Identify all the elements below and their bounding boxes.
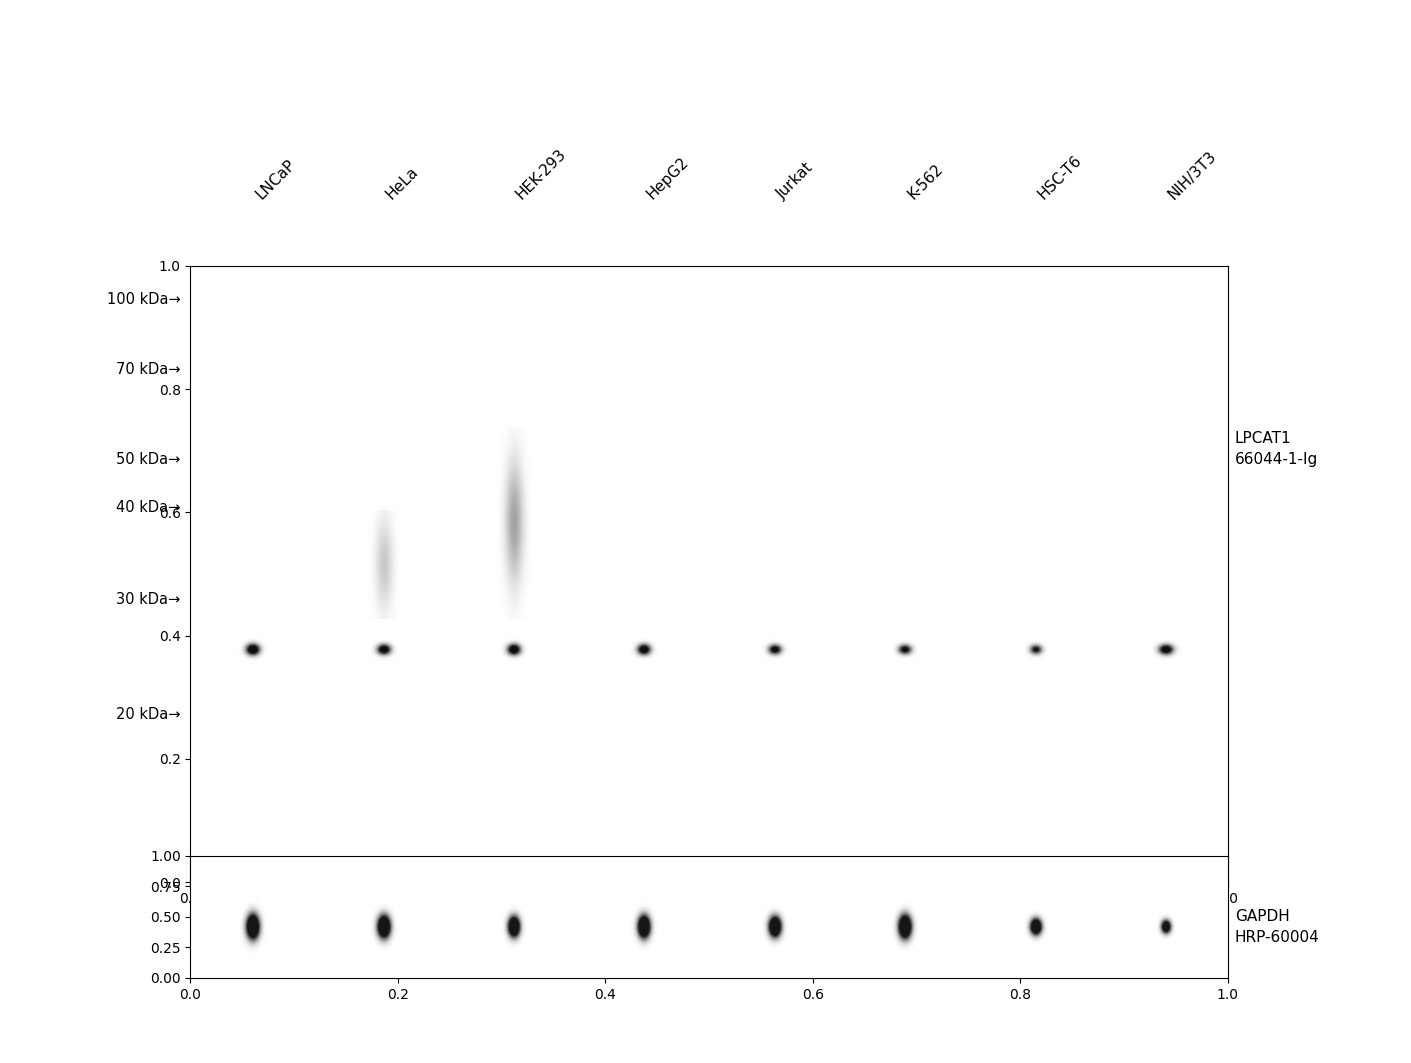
Text: K-562: K-562 [904, 162, 945, 202]
Text: HEK-293: HEK-293 [514, 146, 570, 202]
Text: 20 kDa→: 20 kDa→ [116, 707, 181, 722]
Text: GAPDH
HRP-60004: GAPDH HRP-60004 [1235, 910, 1319, 945]
Text: WWW.PTGLAB.COM: WWW.PTGLAB.COM [545, 435, 563, 649]
Text: HepG2: HepG2 [643, 154, 691, 202]
Text: LNCaP: LNCaP [253, 156, 298, 202]
Text: Jurkat: Jurkat [775, 159, 817, 202]
Text: HeLa: HeLa [382, 164, 420, 202]
Text: 100 kDa→: 100 kDa→ [107, 292, 181, 307]
Text: LPCAT1
66044-1-Ig: LPCAT1 66044-1-Ig [1235, 431, 1318, 467]
Text: 40 kDa→: 40 kDa→ [116, 500, 181, 514]
Text: HSC-T6: HSC-T6 [1036, 152, 1085, 202]
Text: NIH/3T3: NIH/3T3 [1165, 148, 1219, 202]
Text: 30 kDa→: 30 kDa→ [116, 592, 181, 607]
Text: 70 kDa→: 70 kDa→ [116, 362, 181, 377]
Text: 50 kDa→: 50 kDa→ [116, 452, 181, 467]
